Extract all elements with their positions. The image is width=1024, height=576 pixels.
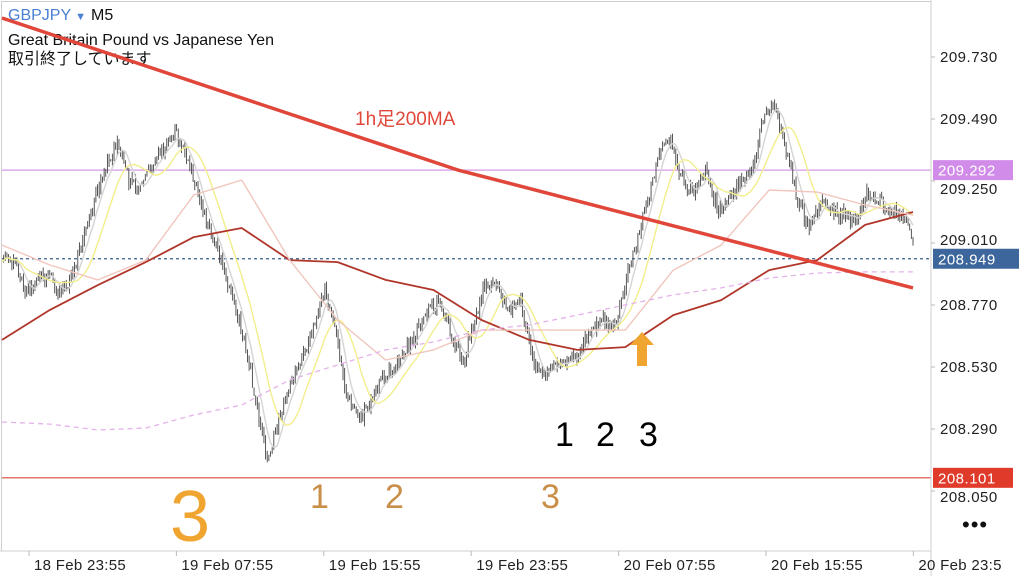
entry-label-3: 3 (639, 416, 658, 454)
resistance-price-label: 209.292 (938, 163, 996, 180)
resistance-price-badge (933, 160, 1013, 181)
ma-1h200-line (1, 16, 914, 290)
wave-label-1: 1 (310, 478, 329, 516)
x-tick-label: 19 Feb 15:55 (329, 557, 421, 574)
ma-dashed-line (1, 271, 913, 431)
y-tick-label: 208.530 (940, 359, 998, 376)
symbol-description: Great Britain Pound vs Japanese Yen (8, 32, 274, 49)
triangle-down-icon[interactable]: ▼ (75, 11, 87, 23)
symbol-header[interactable]: GBPJPY ▼ M5 (8, 6, 113, 27)
y-tick-label: 209.250 (940, 181, 998, 198)
x-tick-label: 20 Feb 15:55 (771, 557, 863, 574)
ma-fast-line (1, 126, 914, 426)
y-tick-label: 209.730 (940, 49, 998, 66)
entry-label-1: 1 (555, 416, 574, 454)
y-tick-label: 208.770 (940, 297, 998, 314)
x-tick-label: 19 Feb 07:55 (181, 557, 273, 574)
x-tick-label: 20 Feb 07:55 (624, 557, 716, 574)
more-options-button[interactable]: ••• (962, 512, 989, 537)
current-price-badge (933, 248, 1019, 269)
wave-label-3: 3 (541, 478, 560, 516)
x-tick-label: 20 Feb 23:5 (918, 557, 1001, 574)
up-arrow-icon (630, 332, 654, 366)
y-tick-label: 209.490 (940, 111, 998, 128)
support-price-badge (933, 467, 1013, 488)
timeframe[interactable]: M5 (91, 7, 114, 24)
entry-label-2: 2 (596, 416, 615, 454)
x-tick-label: 18 Feb 23:55 (34, 557, 126, 574)
y-tick-label: 209.010 (940, 232, 998, 249)
support-price-label: 208.101 (938, 470, 996, 487)
symbol-name[interactable]: GBPJPY (8, 7, 72, 24)
wave-label-2: 2 (385, 478, 404, 516)
ma-darkred-line (1, 211, 914, 351)
ma-pink-line (1, 179, 914, 361)
ma-grey-line (1, 108, 914, 448)
x-tick-label: 19 Feb 23:55 (476, 557, 568, 574)
big-three-label: 3 (170, 477, 210, 557)
y-tick-label: 208.050 (940, 489, 998, 506)
ma-1h200-label: 1h足200MA (355, 109, 456, 130)
current-price-label: 208.949 (938, 251, 996, 268)
y-tick-label: 208.290 (940, 421, 998, 438)
